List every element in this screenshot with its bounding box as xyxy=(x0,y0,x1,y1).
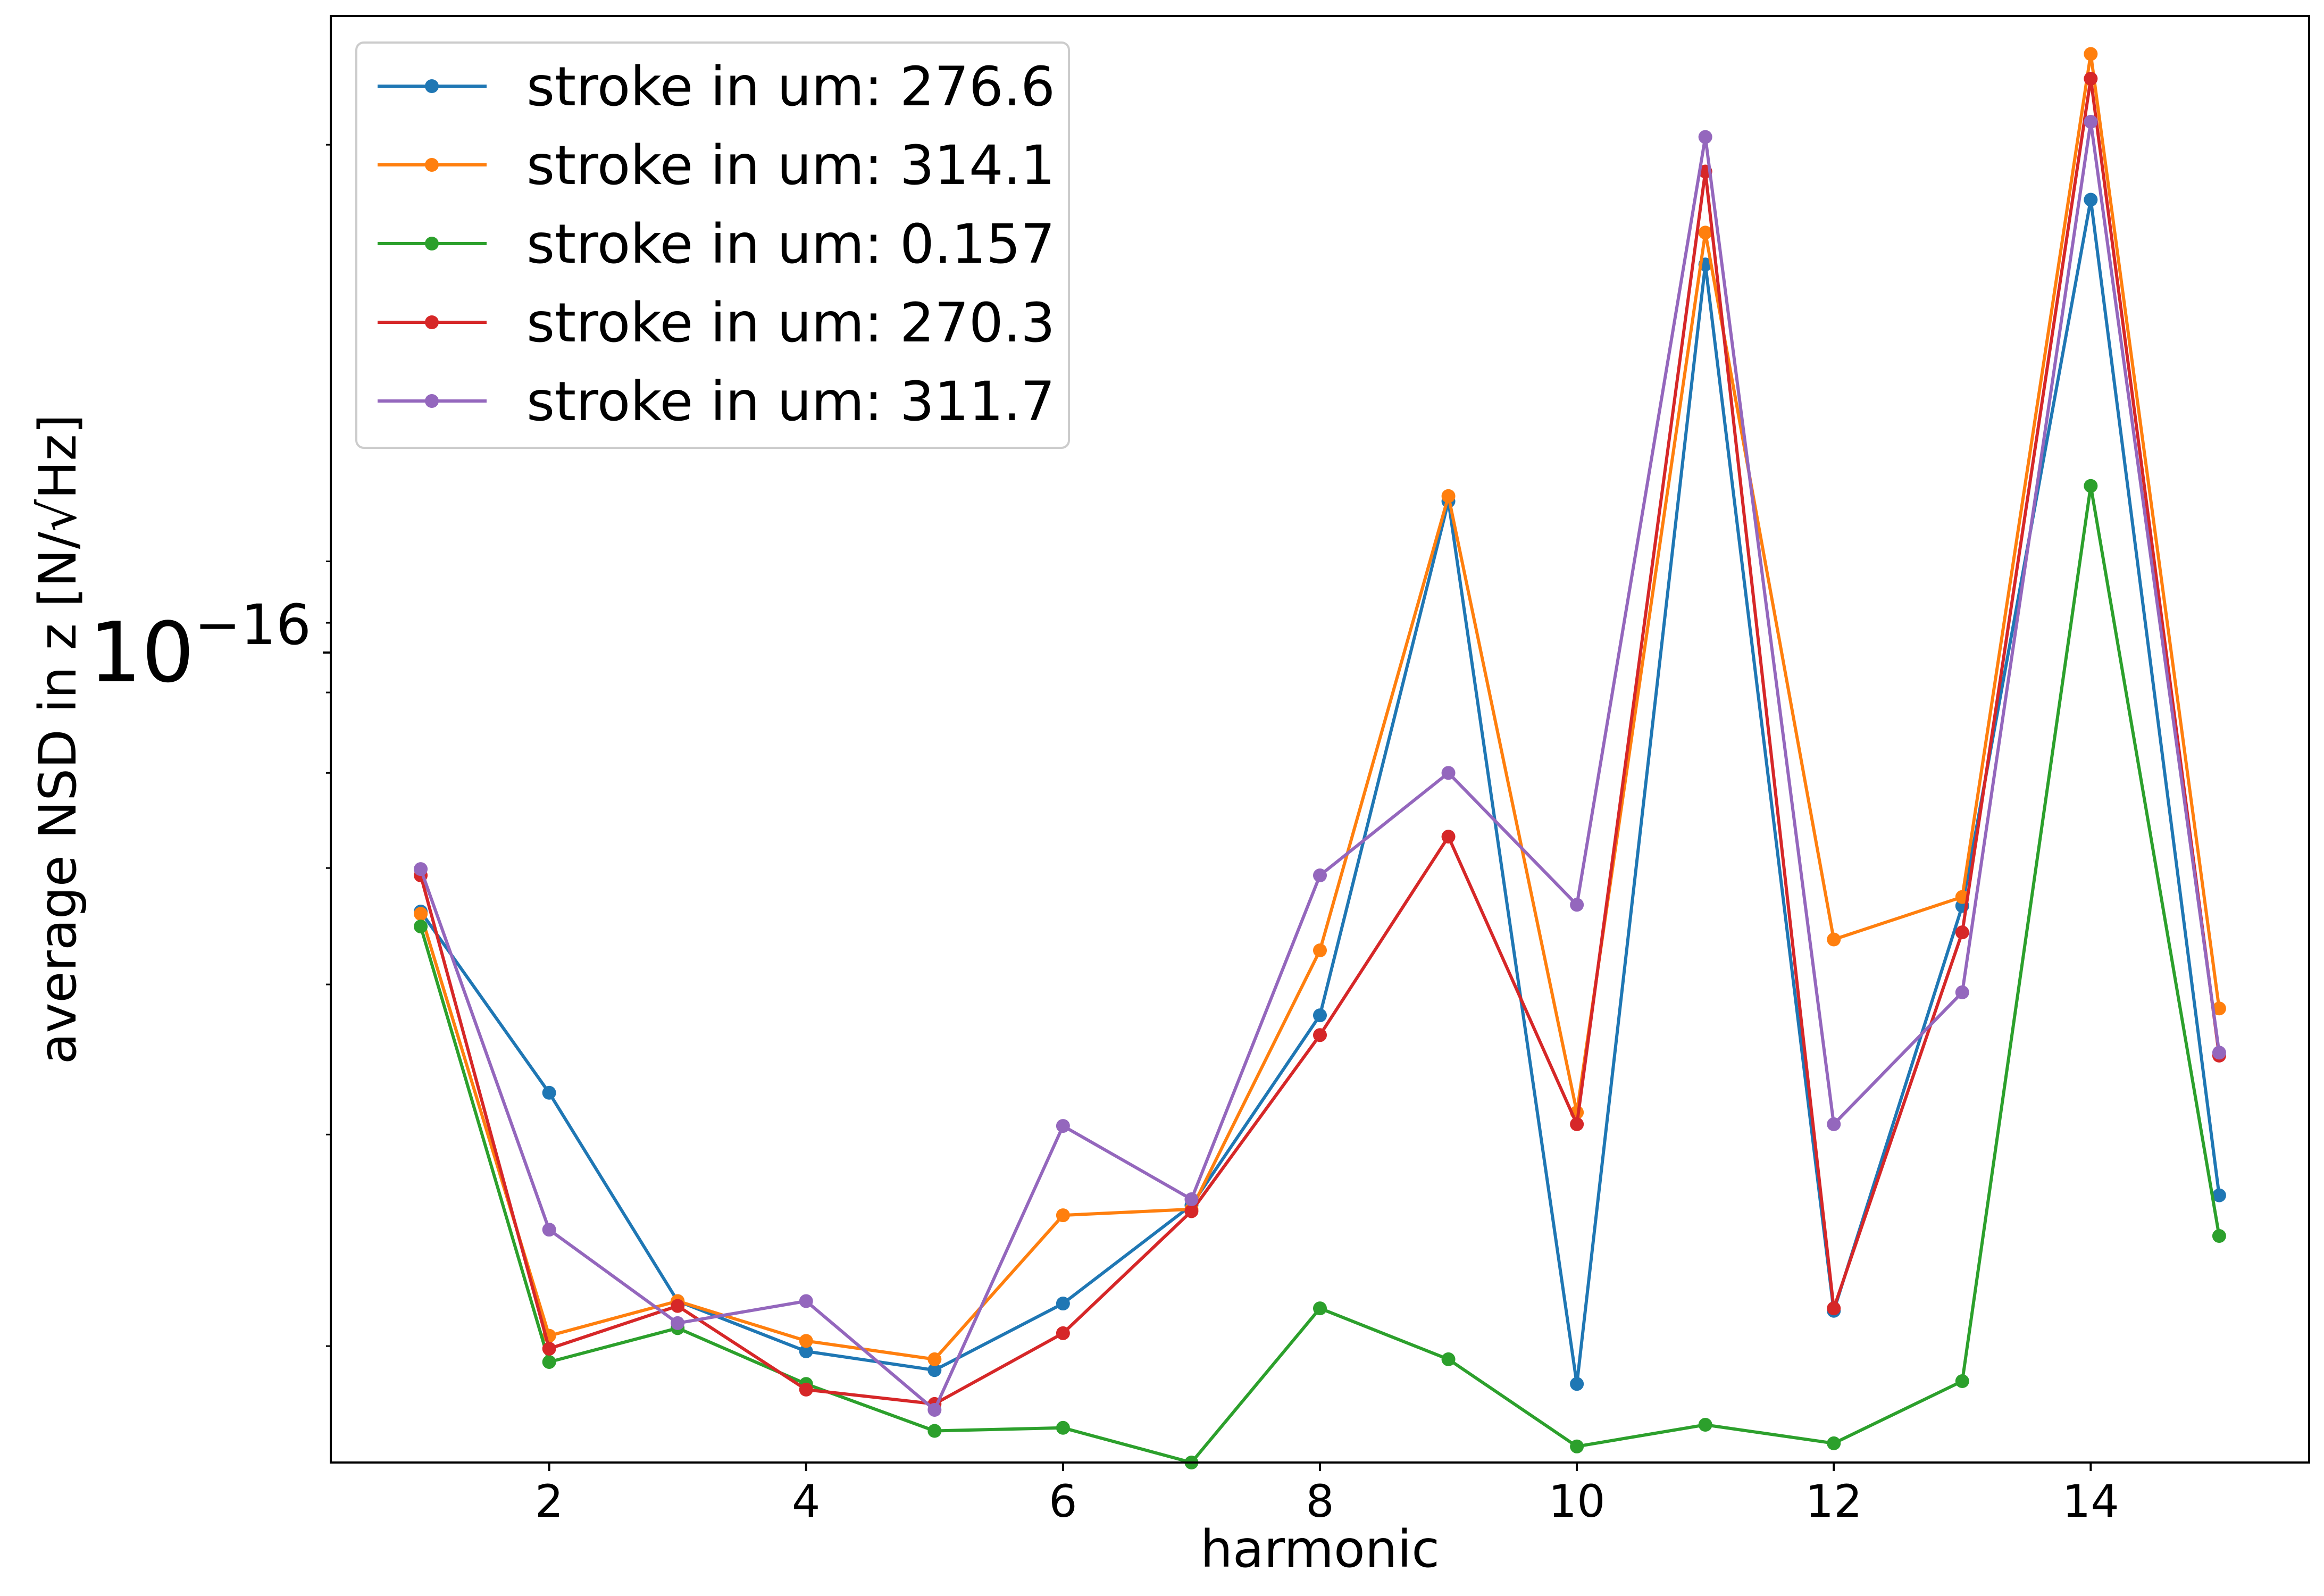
data-point xyxy=(1313,1008,1327,1023)
legend-label: stroke in um: 314.1 xyxy=(526,134,1055,197)
data-point xyxy=(671,1316,685,1330)
data-point xyxy=(542,1355,556,1369)
data-point xyxy=(2084,71,2098,86)
data-point xyxy=(1184,1192,1199,1207)
legend-marker xyxy=(425,158,439,172)
data-point xyxy=(799,1294,813,1308)
x-tick-label: 4 xyxy=(792,1475,820,1527)
x-axis: 2 4 6 8 10 12 14 xyxy=(535,1463,2119,1527)
data-point xyxy=(1827,1117,1841,1131)
data-point xyxy=(2212,1229,2226,1243)
data-point xyxy=(2212,1188,2226,1202)
data-point xyxy=(542,1085,556,1100)
data-point xyxy=(1570,1117,1584,1131)
data-point xyxy=(1827,1436,1841,1450)
data-point xyxy=(1313,1028,1327,1042)
data-point xyxy=(1955,1374,1969,1389)
data-point xyxy=(1056,1326,1070,1340)
data-point xyxy=(1955,985,1969,999)
x-axis-label: harmonic xyxy=(1200,1519,1440,1579)
data-point xyxy=(1827,1301,1841,1316)
legend-marker xyxy=(425,237,439,250)
data-point xyxy=(927,1402,942,1417)
x-tick-label: 2 xyxy=(535,1475,563,1527)
y-axis-label: average NSD in z [N/√Hz] xyxy=(28,414,88,1064)
series-layer xyxy=(414,47,2226,1469)
legend-entry: stroke in um: 276.6 xyxy=(378,55,1055,119)
data-point xyxy=(1313,1301,1327,1316)
data-point xyxy=(927,1352,942,1366)
legend-marker xyxy=(425,315,439,329)
data-point xyxy=(542,1223,556,1237)
data-point xyxy=(1056,1297,1070,1311)
legend-label: stroke in um: 311.7 xyxy=(526,370,1055,433)
legend-label: stroke in um: 276.6 xyxy=(526,55,1055,119)
data-point xyxy=(2084,193,2098,207)
data-point xyxy=(1313,943,1327,958)
data-point xyxy=(2084,47,2098,61)
data-point xyxy=(1056,1119,1070,1133)
data-point xyxy=(1056,1208,1070,1223)
data-point xyxy=(2084,114,2098,129)
data-point xyxy=(1056,1420,1070,1435)
data-point xyxy=(1570,1377,1584,1391)
data-point xyxy=(2212,1001,2226,1016)
data-point xyxy=(1313,868,1327,883)
data-point xyxy=(414,920,428,934)
legend-entry: stroke in um: 311.7 xyxy=(378,370,1055,433)
data-point xyxy=(927,1424,942,1438)
legend-label: stroke in um: 270.3 xyxy=(526,291,1055,355)
data-point xyxy=(542,1342,556,1356)
data-point xyxy=(1441,830,1456,844)
legend-entry: stroke in um: 270.3 xyxy=(378,291,1055,355)
data-point xyxy=(927,1363,942,1377)
data-point xyxy=(671,1299,685,1313)
x-tick-label: 12 xyxy=(1805,1475,1862,1527)
x-tick-label: 14 xyxy=(2062,1475,2119,1527)
series-5 xyxy=(414,114,2226,1417)
y-major-tick-label: 10−16 xyxy=(89,592,311,701)
data-point xyxy=(1698,130,1712,144)
data-point xyxy=(1441,1352,1456,1366)
data-point xyxy=(414,907,428,921)
y-axis: 10−16 xyxy=(89,144,331,1347)
legend-marker xyxy=(425,79,439,93)
data-point xyxy=(1441,766,1456,780)
data-point xyxy=(1441,489,1456,503)
data-point xyxy=(799,1382,813,1397)
data-point xyxy=(799,1334,813,1348)
data-point xyxy=(1955,925,1969,940)
legend-box xyxy=(355,41,1070,449)
data-point xyxy=(799,1344,813,1358)
data-point xyxy=(414,862,428,876)
data-point xyxy=(1698,225,1712,240)
legend-label: stroke in um: 0.157 xyxy=(526,213,1055,276)
data-point xyxy=(1184,1204,1199,1218)
legend-marker xyxy=(425,394,439,408)
data-point xyxy=(1570,898,1584,912)
data-point xyxy=(1827,932,1841,947)
legend: stroke in um: 276.6 stroke in um: 314.1 st… xyxy=(355,41,1070,449)
data-point xyxy=(1570,1439,1584,1453)
x-tick-label: 10 xyxy=(1549,1475,1606,1527)
x-tick-label: 6 xyxy=(1049,1475,1077,1527)
data-point xyxy=(1698,1418,1712,1432)
series-3 xyxy=(414,479,2226,1469)
legend-entries: stroke in um: 276.6 stroke in um: 314.1 st… xyxy=(378,55,1055,433)
data-point xyxy=(2212,1046,2226,1060)
x-tick-label: 8 xyxy=(1306,1475,1334,1527)
legend-entry: stroke in um: 314.1 xyxy=(378,134,1055,197)
data-point xyxy=(2084,479,2098,493)
legend-entry: stroke in um: 0.157 xyxy=(378,213,1055,276)
